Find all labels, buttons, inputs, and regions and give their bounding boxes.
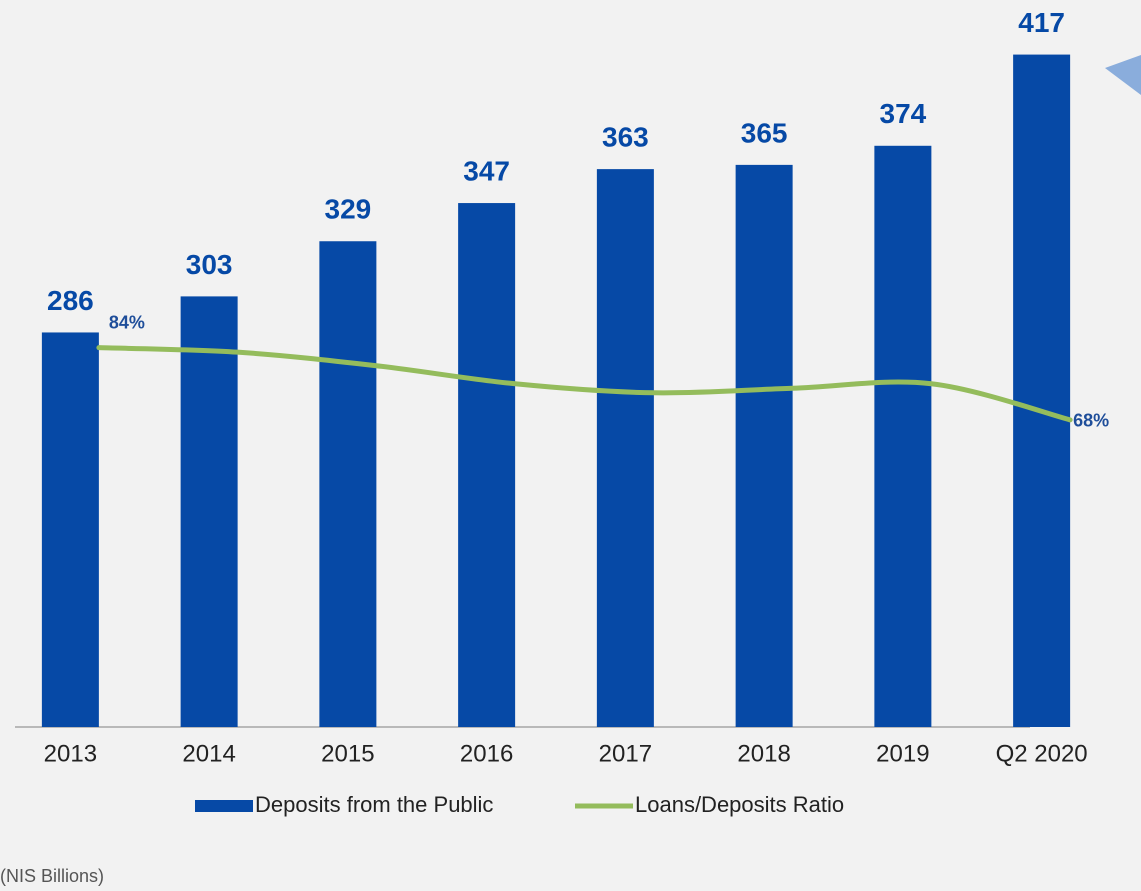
x-tick-label: 2019	[876, 740, 929, 767]
bar-value-label: 374	[880, 98, 927, 129]
bar	[735, 164, 793, 727]
bar	[1013, 54, 1071, 728]
line-value-label: 68%	[1073, 411, 1109, 431]
legend-swatch	[195, 800, 253, 812]
bar	[319, 241, 377, 727]
bar	[874, 145, 932, 728]
x-tick-label: 2018	[737, 740, 790, 767]
bar-value-label: 329	[325, 194, 372, 225]
ratio-line	[96, 345, 1073, 423]
x-tick-label: 2014	[182, 740, 235, 767]
legend-label: Deposits from the Public	[255, 792, 493, 817]
legend-label: Loans/Deposits Ratio	[635, 792, 844, 817]
corner-decoration	[1105, 55, 1141, 95]
bar-value-label: 286	[47, 285, 94, 316]
bar-value-label: 365	[741, 117, 788, 148]
x-tick-label: 2017	[599, 740, 652, 767]
x-tick-label: 2016	[460, 740, 513, 767]
bar-value-label: 347	[463, 155, 510, 186]
bar	[41, 332, 99, 727]
x-tick-label: 2015	[321, 740, 374, 767]
bar	[458, 203, 516, 727]
line-value-label: 84%	[109, 312, 145, 332]
x-tick-label: 2013	[44, 740, 97, 767]
bar	[596, 169, 654, 727]
note: (NIS Billions)	[0, 866, 104, 886]
bar	[180, 296, 238, 727]
bar-value-label: 417	[1018, 7, 1065, 38]
x-tick-label: Q2 2020	[996, 740, 1088, 767]
bar-value-label: 303	[186, 249, 233, 280]
bar-value-label: 363	[602, 122, 649, 153]
